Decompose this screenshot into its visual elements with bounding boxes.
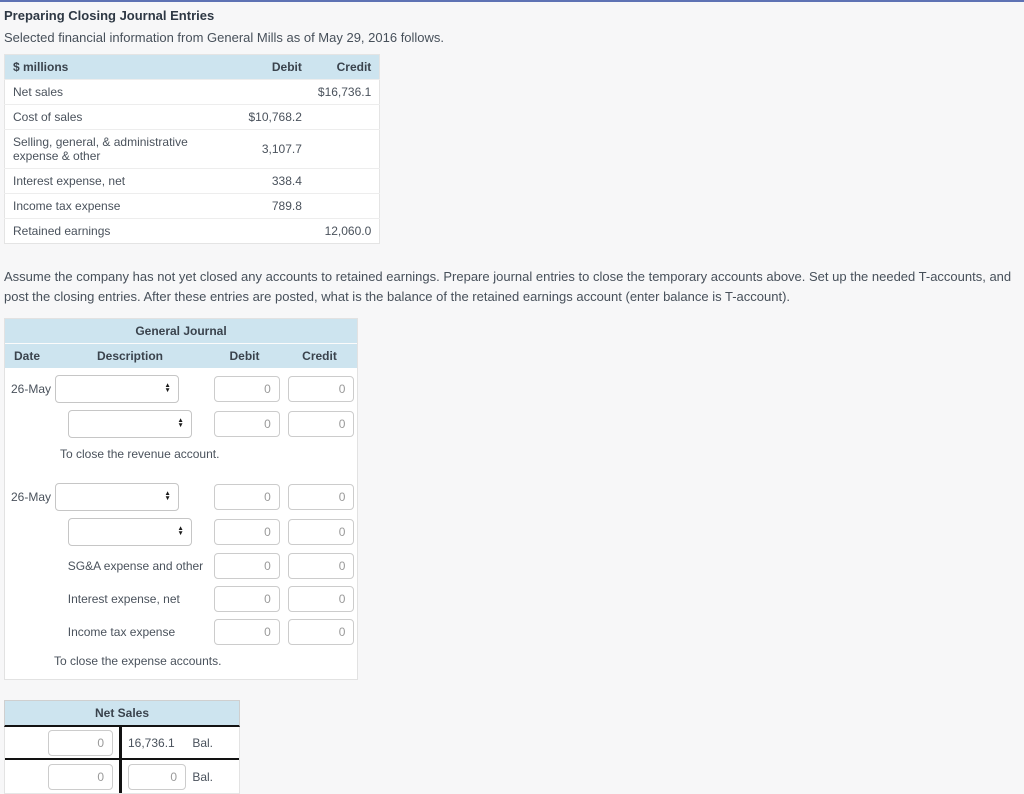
- credit-input[interactable]: [288, 411, 355, 437]
- account-label: Interest expense, net: [4, 168, 241, 194]
- t-account-row: 16,736.1 Bal.: [5, 727, 239, 760]
- table-header-row: $ millions Debit Credit: [4, 54, 380, 80]
- journal-row: ▲ ▼: [5, 410, 357, 438]
- credit-value: [309, 104, 380, 130]
- credit-value: $16,736.1: [309, 79, 380, 105]
- page-title: Preparing Closing Journal Entries: [4, 8, 215, 23]
- debit-input[interactable]: [213, 619, 280, 645]
- description-select[interactable]: ▲ ▼: [67, 410, 192, 438]
- debit-value: $10,768.2: [240, 104, 310, 130]
- credit-input[interactable]: [288, 586, 355, 612]
- t-account-net-sales: Net Sales 16,736.1 Bal. Bal.: [4, 700, 240, 794]
- account-label: Retained earnings: [4, 218, 241, 244]
- balance-label: Bal.: [192, 769, 213, 784]
- select-arrows-icon: ▲ ▼: [177, 417, 184, 429]
- select-arrows-icon: ▲ ▼: [177, 525, 184, 537]
- t-account-title: Net Sales: [4, 700, 240, 727]
- description-select[interactable]: ▲ ▼: [54, 483, 179, 511]
- general-journal: General Journal Date Description Debit C…: [4, 318, 358, 680]
- col-header-description: Description: [96, 349, 163, 363]
- journal-row: 26-May ▲ ▼: [5, 375, 357, 403]
- account-label: Selling, general, & administrative expen…: [4, 129, 241, 169]
- col-header-date: Date: [14, 349, 41, 363]
- debit-value: [240, 218, 310, 244]
- col-header-debit: Debit: [229, 349, 260, 363]
- credit-value: [309, 129, 380, 169]
- top-accent-border: [0, 0, 1024, 2]
- entry-date: 26-May: [11, 490, 52, 504]
- debit-input[interactable]: [213, 411, 280, 437]
- table-row: Interest expense, net 338.4: [4, 168, 380, 194]
- t-account-debit-input[interactable]: [48, 763, 113, 790]
- debit-value: 3,107.7: [240, 129, 310, 169]
- account-label: Income tax expense: [4, 193, 241, 219]
- credit-value: 12,060.0: [309, 218, 380, 244]
- instructions-text: Assume the company has not yet closed an…: [4, 269, 1012, 304]
- description-label: Interest expense, net: [67, 592, 180, 606]
- t-account-row: Bal.: [5, 760, 239, 793]
- table-row: Cost of sales $10,768.2: [4, 104, 380, 130]
- col-header-credit: Credit: [309, 54, 380, 80]
- financial-info-table: $ millions Debit Credit Net sales $16,73…: [4, 54, 381, 244]
- credit-input[interactable]: [288, 553, 355, 579]
- credit-value: [309, 193, 380, 219]
- entry-date: 26-May: [11, 382, 52, 396]
- journal-row: SG&A expense and other: [5, 553, 357, 579]
- t-account-debit-input[interactable]: [48, 729, 113, 756]
- debit-value: 338.4: [240, 168, 310, 194]
- select-arrows-icon: ▲ ▼: [164, 490, 171, 502]
- t-account-credit-input[interactable]: [128, 763, 186, 790]
- journal-memo: To close the revenue account.: [60, 447, 220, 461]
- description-select[interactable]: ▲ ▼: [54, 375, 179, 403]
- table-row: Income tax expense 789.8: [4, 193, 380, 219]
- journal-row: ▲ ▼: [5, 518, 357, 546]
- journal-title: General Journal: [5, 319, 357, 344]
- col-header-credit: Credit: [302, 349, 337, 363]
- account-label: Net sales: [4, 79, 241, 105]
- debit-input[interactable]: [213, 376, 280, 402]
- journal-header-row: Date Description Debit Credit: [5, 344, 357, 368]
- debit-value: 789.8: [240, 193, 310, 219]
- table-row: Selling, general, & administrative expen…: [4, 129, 380, 169]
- debit-input[interactable]: [213, 519, 280, 545]
- journal-row: Income tax expense: [5, 619, 357, 645]
- journal-row: Interest expense, net: [5, 586, 357, 612]
- description-label: Income tax expense: [67, 625, 176, 639]
- credit-input[interactable]: [288, 519, 355, 545]
- credit-input[interactable]: [288, 376, 355, 402]
- col-header-debit: Debit: [240, 54, 310, 80]
- intro-text: Selected financial information from Gene…: [4, 30, 445, 45]
- journal-memo: To close the expense accounts.: [54, 654, 222, 668]
- table-row: Retained earnings 12,060.0: [4, 218, 380, 244]
- select-arrows-icon: ▲ ▼: [164, 382, 171, 394]
- balance-label: Bal.: [192, 735, 213, 750]
- col-header-millions: $ millions: [4, 54, 241, 80]
- debit-input[interactable]: [213, 484, 280, 510]
- description-label: SG&A expense and other: [67, 559, 204, 573]
- t-account-body: 16,736.1 Bal. Bal.: [4, 727, 240, 794]
- credit-input[interactable]: [288, 484, 355, 510]
- journal-row: 26-May ▲ ▼: [5, 483, 357, 511]
- table-row: Net sales $16,736.1: [4, 79, 380, 105]
- account-label: Cost of sales: [4, 104, 241, 130]
- debit-input[interactable]: [213, 553, 280, 579]
- description-select[interactable]: ▲ ▼: [67, 518, 192, 546]
- credit-value: [309, 168, 380, 194]
- t-account-credit-balance: 16,736.1: [128, 735, 175, 750]
- credit-input[interactable]: [288, 619, 355, 645]
- debit-input[interactable]: [213, 586, 280, 612]
- debit-value: [240, 79, 310, 105]
